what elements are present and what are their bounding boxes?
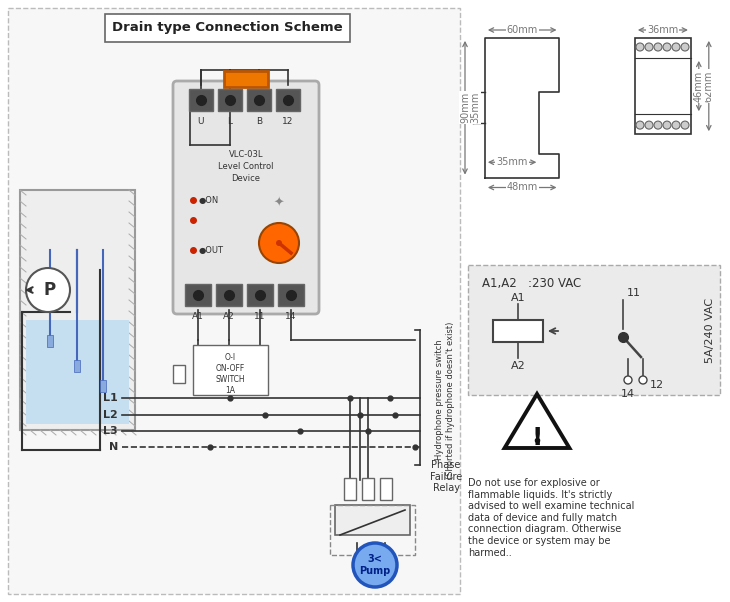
Bar bbox=[330, 505, 415, 555]
Text: O-I: O-I bbox=[225, 353, 236, 362]
Bar bbox=[224, 71, 268, 87]
Circle shape bbox=[636, 43, 644, 51]
Bar bbox=[20, 190, 135, 430]
Text: Do not use for explosive or
flammable liquids. It's strictly
advised to well exa: Do not use for explosive or flammable li… bbox=[468, 478, 634, 557]
Text: A1,A2   :230 VAC: A1,A2 :230 VAC bbox=[482, 276, 581, 290]
Circle shape bbox=[681, 43, 689, 51]
Bar bbox=[185, 284, 211, 306]
Text: U: U bbox=[198, 117, 204, 126]
Circle shape bbox=[672, 121, 680, 129]
Circle shape bbox=[259, 223, 299, 263]
Text: 35mm: 35mm bbox=[496, 157, 528, 167]
Text: 3<
Pump: 3< Pump bbox=[359, 554, 391, 576]
Text: 11: 11 bbox=[254, 312, 266, 321]
Circle shape bbox=[645, 121, 653, 129]
Bar bbox=[278, 284, 304, 306]
Bar bbox=[189, 89, 213, 111]
Circle shape bbox=[654, 121, 662, 129]
Bar bbox=[468, 265, 720, 395]
Text: A2: A2 bbox=[510, 361, 526, 371]
Text: SWITCH: SWITCH bbox=[215, 375, 245, 384]
Bar bbox=[335, 505, 410, 535]
Text: Phase
Failure
Relay: Phase Failure Relay bbox=[430, 460, 462, 493]
Text: 62mm: 62mm bbox=[704, 70, 714, 102]
Circle shape bbox=[624, 376, 632, 384]
Bar bbox=[218, 89, 242, 111]
Circle shape bbox=[639, 376, 647, 384]
Text: L: L bbox=[228, 117, 232, 126]
Bar bbox=[74, 360, 80, 372]
Bar bbox=[47, 335, 53, 347]
Text: L1: L1 bbox=[103, 393, 118, 403]
Text: 5A/240 VAC: 5A/240 VAC bbox=[705, 297, 715, 362]
Text: ON-OFF: ON-OFF bbox=[216, 364, 245, 373]
Text: 35mm: 35mm bbox=[470, 92, 480, 123]
Bar bbox=[362, 478, 374, 500]
Text: L2: L2 bbox=[103, 410, 118, 420]
Circle shape bbox=[663, 121, 671, 129]
Circle shape bbox=[26, 268, 70, 312]
Text: 60mm: 60mm bbox=[507, 25, 538, 35]
Bar bbox=[105, 14, 350, 42]
Circle shape bbox=[672, 43, 680, 51]
Text: VLC-03L
Level Control
Device: VLC-03L Level Control Device bbox=[218, 150, 274, 182]
FancyBboxPatch shape bbox=[173, 81, 319, 314]
Bar bbox=[100, 380, 106, 392]
Text: ✦: ✦ bbox=[274, 196, 284, 209]
Text: 36mm: 36mm bbox=[648, 25, 678, 35]
Text: 46mm: 46mm bbox=[694, 70, 704, 102]
Text: 1A: 1A bbox=[226, 386, 236, 395]
Text: !: ! bbox=[531, 426, 542, 450]
Polygon shape bbox=[504, 394, 569, 448]
Text: 14: 14 bbox=[621, 389, 635, 399]
Text: A1: A1 bbox=[511, 293, 526, 303]
Text: L3: L3 bbox=[104, 426, 118, 436]
Text: ●OUT: ●OUT bbox=[199, 246, 224, 255]
Text: Hydrophone pressure switch
(Shorted if hydrophone doesn't exist): Hydrophone pressure switch (Shorted if h… bbox=[435, 321, 455, 479]
Circle shape bbox=[654, 43, 662, 51]
Text: B: B bbox=[256, 117, 262, 126]
Text: 1A: 1A bbox=[175, 370, 187, 379]
Text: 48mm: 48mm bbox=[507, 182, 538, 193]
Bar bbox=[276, 89, 300, 111]
Circle shape bbox=[636, 121, 644, 129]
Bar bbox=[173, 365, 185, 383]
Text: A2: A2 bbox=[223, 312, 235, 321]
Text: Drain type Connection Scheme: Drain type Connection Scheme bbox=[112, 22, 342, 34]
Bar bbox=[380, 478, 392, 500]
Text: 90mm: 90mm bbox=[460, 92, 470, 123]
Bar bbox=[247, 284, 273, 306]
Text: 12: 12 bbox=[650, 380, 664, 390]
Circle shape bbox=[663, 43, 671, 51]
Bar bbox=[344, 478, 356, 500]
Text: ●ON: ●ON bbox=[199, 196, 219, 205]
Text: 14: 14 bbox=[285, 312, 296, 321]
Bar bbox=[193, 345, 268, 395]
Bar bbox=[216, 284, 242, 306]
Text: N: N bbox=[109, 442, 118, 452]
Circle shape bbox=[276, 240, 282, 246]
Circle shape bbox=[681, 121, 689, 129]
Bar bbox=[635, 38, 691, 134]
Bar bbox=[493, 320, 543, 342]
Bar bbox=[8, 8, 460, 594]
Text: 11: 11 bbox=[627, 288, 641, 298]
Circle shape bbox=[645, 43, 653, 51]
Bar bbox=[26, 320, 129, 424]
Bar bbox=[247, 89, 271, 111]
Text: A1: A1 bbox=[192, 312, 204, 321]
Text: P: P bbox=[44, 281, 56, 299]
Text: 12: 12 bbox=[283, 117, 293, 126]
Circle shape bbox=[353, 543, 397, 587]
